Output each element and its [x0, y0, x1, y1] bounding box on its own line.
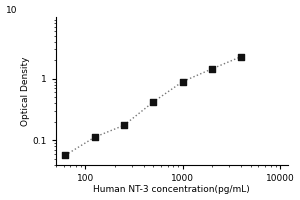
Y-axis label: Optical Density: Optical Density	[21, 56, 30, 126]
Point	[210, 67, 214, 70]
X-axis label: Human NT-3 concentration(pg/mL): Human NT-3 concentration(pg/mL)	[94, 185, 250, 194]
Point	[63, 154, 68, 157]
Point	[180, 80, 185, 83]
Point	[122, 124, 126, 127]
Point	[92, 136, 97, 139]
Point	[239, 55, 244, 58]
Point	[151, 100, 156, 104]
Text: 10: 10	[6, 6, 17, 15]
